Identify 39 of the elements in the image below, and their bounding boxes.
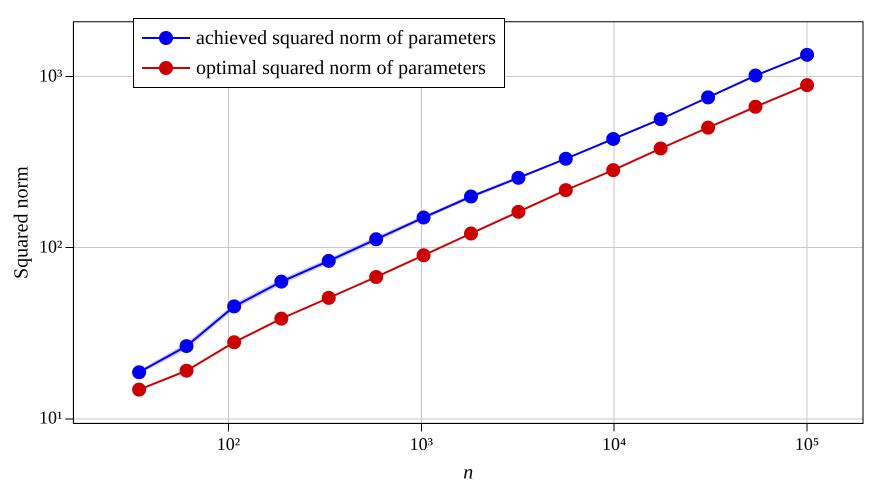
point [558,152,573,166]
point [369,270,384,284]
legend-label: optimal squared norm of parameters [196,56,486,80]
point [322,290,336,305]
point [464,226,478,241]
point [511,170,526,185]
point [322,254,336,268]
point [701,90,716,104]
point [274,312,288,326]
x-tick-label: 10³ [410,434,434,454]
point [654,112,668,126]
x-axis-title: n [463,461,474,484]
legend-label: achieved squared norm of parameters [196,26,496,50]
point [416,248,431,262]
point [558,183,573,198]
point [606,163,620,178]
point [180,339,194,354]
x-tick-label: 10² [216,434,240,454]
y-tick-label: 10¹ [38,408,62,428]
point [464,190,478,204]
point [701,120,716,135]
point [132,365,146,380]
point [511,204,526,219]
point [606,132,620,146]
point [180,364,194,378]
point [227,335,242,350]
y-axis-title: Squared norm [10,166,32,279]
x-tick-label: 10⁴ [602,434,626,454]
x-tick-label: 10⁵ [794,434,820,454]
point [369,232,384,246]
point [274,274,288,289]
point [132,382,146,397]
point [227,299,242,314]
point [416,210,431,225]
y-tick-label: 10³ [38,65,63,86]
point [748,68,762,83]
point [748,100,762,114]
point [654,141,668,156]
y-tick-label: 10² [38,236,62,256]
